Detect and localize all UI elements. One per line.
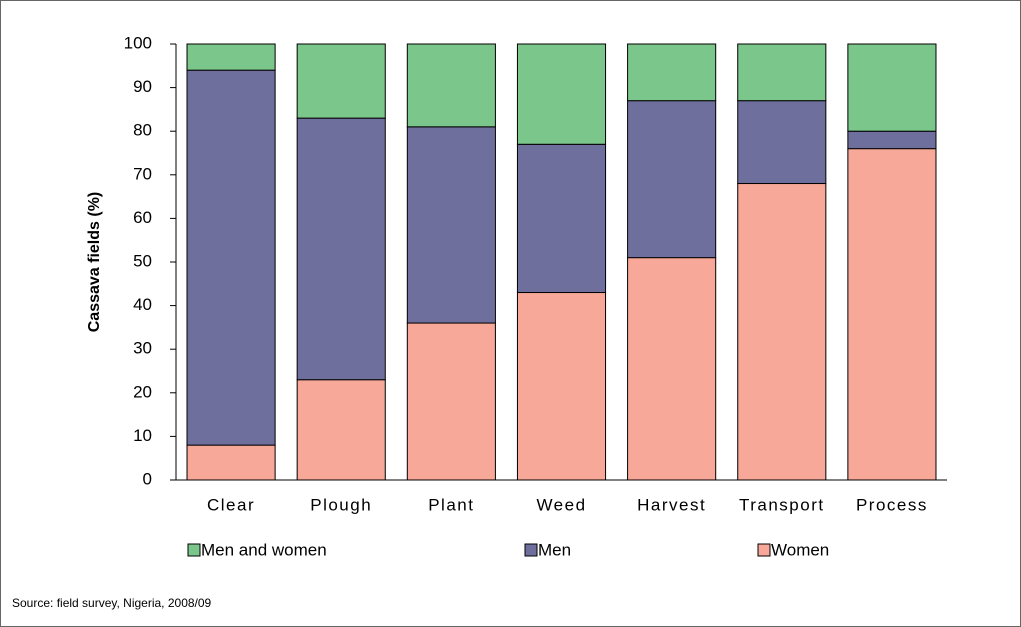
- x-tick-label: Clear: [207, 495, 255, 514]
- legend-swatch: [187, 543, 201, 557]
- x-tick-label: Weed: [536, 495, 586, 514]
- y-tick-label: 0: [143, 469, 152, 488]
- y-tick-label: 70: [133, 164, 152, 183]
- x-tick-label: Harvest: [637, 495, 706, 514]
- bar-segment: [847, 148, 937, 481]
- legend-label: Men and women: [201, 540, 327, 559]
- x-tick-label: Plough: [310, 495, 372, 514]
- bar-segment: [186, 444, 276, 481]
- y-tick-label: 10: [133, 426, 152, 445]
- bar-segment: [737, 100, 827, 185]
- y-tick-label: 60: [133, 208, 152, 227]
- bar-segment: [186, 69, 276, 446]
- bar-segment: [627, 257, 717, 481]
- bar-segment: [847, 43, 937, 132]
- x-tick-label: Process: [856, 495, 928, 514]
- y-tick-label: 80: [133, 121, 152, 140]
- bar-segment: [406, 322, 496, 481]
- bar-segment: [186, 43, 276, 71]
- bar-segment: [627, 100, 717, 259]
- bar-segment: [847, 130, 937, 150]
- y-tick-label: 50: [133, 251, 152, 270]
- y-tick-label: 90: [133, 77, 152, 96]
- bar-segment: [406, 126, 496, 324]
- source-note: Source: field survey, Nigeria, 2008/09: [12, 596, 212, 610]
- y-tick-label: 40: [133, 295, 152, 314]
- bar-segment: [627, 43, 717, 102]
- y-tick-label: 100: [124, 33, 152, 52]
- bar-segment: [296, 43, 386, 119]
- bar-segment: [516, 143, 607, 294]
- y-axis-label: Cassava fields (%): [86, 192, 103, 333]
- x-tick-label: Plant: [428, 495, 474, 514]
- legend-label: Men: [538, 540, 571, 559]
- bar-segment: [296, 117, 386, 381]
- bar-segment: [516, 43, 607, 145]
- legend-label: Women: [771, 540, 829, 559]
- bar-segment: [516, 292, 607, 481]
- bar-segment: [296, 379, 386, 481]
- x-tick-label: Transport: [739, 495, 825, 514]
- bar-segment: [737, 183, 827, 481]
- y-tick-label: 20: [133, 382, 152, 401]
- bar-segment: [406, 43, 496, 128]
- legend-swatch: [524, 543, 538, 557]
- legend-swatch: [757, 543, 771, 557]
- y-tick-label: 30: [133, 339, 152, 358]
- bar-segment: [737, 43, 827, 102]
